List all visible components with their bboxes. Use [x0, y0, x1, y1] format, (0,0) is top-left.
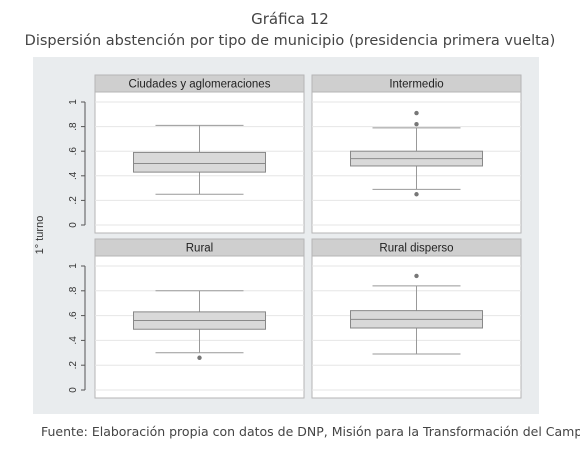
y-tick-label: .6: [68, 311, 79, 320]
plot-area: 1° turno Ciudades y aglomeraciones 0 .2 .4 .6…: [33, 57, 539, 414]
figure-subtitle: Dispersión abstención por tipo de munici…: [24, 33, 556, 49]
y-tick-label: .2: [68, 361, 79, 370]
panel-title-rural-disperso: Rural disperso: [379, 243, 453, 255]
y-tick-label: .6: [68, 147, 79, 156]
panel-title-ciudades-y-aglomeraciones: Ciudades y aglomeraciones: [129, 79, 271, 91]
panel-title-rural: Rural: [186, 243, 213, 255]
y-tick-label: .4: [68, 336, 79, 345]
panel-header-rural-disperso: [311, 238, 522, 257]
y-tick-label: .4: [68, 171, 79, 180]
box-plot-chart: 1° turno Ciudades y aglomeraciones 0 .2 .4 .6…: [34, 74, 522, 399]
outlier-point: [414, 192, 419, 197]
y-tick-label: .8: [68, 122, 79, 131]
outlier-point: [414, 121, 419, 127]
y-tick-label: 1: [68, 99, 79, 105]
panel-header-ciudades-y-aglomeraciones: [94, 74, 305, 93]
outlier-point: [414, 273, 419, 279]
y-axis-label: 1° turno: [34, 216, 46, 255]
panel-header-intermedio: [311, 74, 522, 93]
y-tick-label: 0: [68, 387, 79, 393]
panel-title-intermedio: Intermedio: [389, 79, 443, 91]
outlier-point: [414, 110, 419, 116]
y-tick-label: 0: [68, 222, 79, 228]
figure-title: Gráfica 12: [251, 10, 329, 28]
y-tick-label: .8: [68, 286, 79, 295]
y-tick-label: .2: [68, 196, 79, 205]
box-iqr: [133, 151, 266, 173]
outlier-point: [197, 355, 202, 360]
figure-source: Fuente: Elaboración propia con datos de …: [41, 424, 580, 439]
panel-header-rural: [94, 238, 305, 257]
y-tick-label: 1: [68, 263, 79, 269]
